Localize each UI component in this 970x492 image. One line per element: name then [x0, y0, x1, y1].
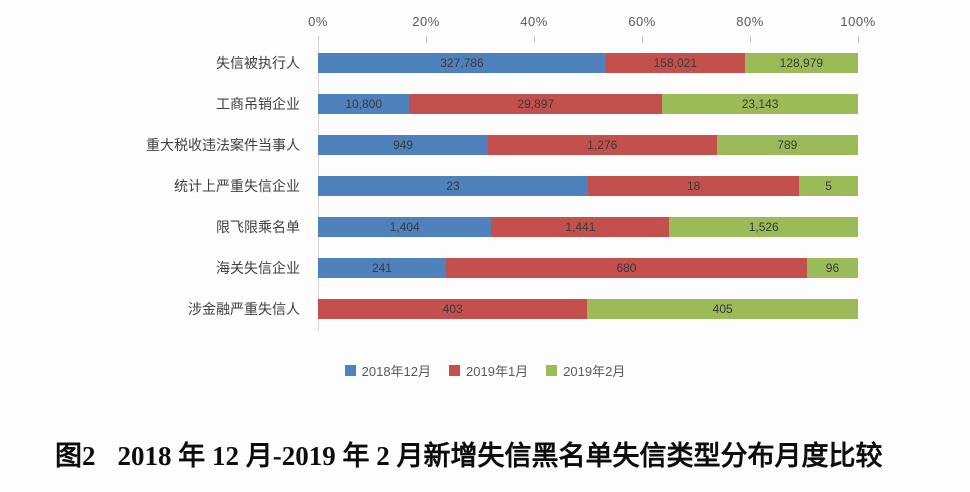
bar-segment: 405 [587, 298, 858, 319]
bar-value-label: 680 [616, 260, 637, 275]
legend-swatch-icon [449, 365, 461, 376]
x-axis-tick-mark [534, 36, 535, 42]
legend-label: 2019年2月 [563, 364, 626, 379]
x-axis: 0% 20% 40% 60% 80% 100% [308, 12, 875, 42]
category-label: 海关失信企业 [216, 259, 300, 276]
bar-segment: 949 [318, 134, 489, 155]
bar-row: 重大税收违法案件当事人 949 1,276 789 [0, 124, 970, 165]
x-axis-tick-label: 100% [840, 14, 876, 29]
bar-track: 403 405 [318, 298, 858, 319]
bar-track: 23 18 5 [318, 175, 858, 196]
bar-segment: 96 [807, 257, 858, 278]
bar-value-label: 1,526 [748, 219, 779, 234]
legend: 2018年12月 2019年1月 2019年2月 [0, 361, 970, 380]
x-axis-tick-mark [426, 36, 427, 42]
x-axis-tick-label: 60% [628, 14, 656, 29]
bar-segment: 1,404 [318, 216, 492, 237]
stacked-bar-chart: 0% 20% 40% 60% 80% 100% 失信被执行人 327,786 158,021 1… [0, 12, 970, 380]
bar-value-label: 949 [392, 137, 414, 152]
bar-track: 10,800 29,897 23,143 [318, 93, 858, 114]
bar-value-label: 405 [712, 301, 733, 316]
bar-value-label: 96 [825, 260, 840, 275]
caption-number: 图2 [55, 441, 96, 471]
x-axis-tick-label: 80% [736, 14, 764, 29]
bar-value-label: 23 [446, 178, 460, 193]
bar-segment: 241 [318, 257, 446, 278]
category-label: 工商吊销企业 [216, 95, 300, 112]
bar-segment: 789 [716, 134, 858, 155]
legend-swatch-icon [344, 365, 356, 376]
bar-segment: 1,441 [491, 216, 670, 237]
bar-value-label: 128,979 [779, 55, 824, 70]
bar-value-label: 158,021 [653, 55, 697, 70]
x-axis-tick-mark [642, 36, 643, 42]
bar-segment: 5 [799, 175, 858, 196]
bar-value-label: 789 [777, 137, 798, 152]
bar-segment: 128,979 [744, 52, 858, 73]
bar-value-label: 327,786 [440, 55, 484, 70]
legend-item: 2019年1月 [449, 361, 528, 380]
bar-value-label: 5 [825, 178, 832, 193]
figure-caption: 图2 2018 年 12 月-2019 年 2 月新增失信黑名单失信类型分布月度比… [55, 434, 883, 473]
caption-text: 2018 年 12 月-2019 年 2 月新增失信黑名单失信类型分布月度比较 [117, 441, 883, 471]
bar-value-label: 1,441 [565, 219, 596, 234]
bar-segment: 680 [445, 257, 807, 278]
category-label: 涉金融严重失信人 [188, 300, 300, 317]
bar-track: 327,786 158,021 128,979 [318, 52, 858, 73]
bar-segment: 1,526 [669, 216, 858, 237]
bar-track: 949 1,276 789 [318, 134, 858, 155]
bar-track: 241 680 96 [318, 257, 858, 278]
bar-value-label: 403 [442, 301, 463, 316]
bar-segment: 327,786 [318, 52, 606, 73]
category-label: 失信被执行人 [216, 54, 300, 71]
bar-row: 涉金融严重失信人 403 405 [0, 288, 970, 329]
x-axis-tick-label: 40% [520, 14, 548, 29]
x-axis-tick-mark [750, 36, 751, 42]
x-axis-tick-label: 20% [412, 14, 440, 29]
bar-segment: 403 [318, 298, 588, 319]
bar-value-label: 10,800 [345, 96, 383, 111]
legend-label: 2018年12月 [361, 364, 432, 379]
bar-segment: 10,800 [318, 93, 410, 114]
bar-row: 限飞限乘名单 1,404 1,441 1,526 [0, 206, 970, 247]
legend-item: 2018年12月 [344, 361, 432, 380]
x-axis-tick-label: 0% [308, 14, 328, 29]
category-label: 重大税收违法案件当事人 [146, 136, 300, 153]
category-label: 统计上严重失信企业 [174, 177, 300, 194]
bar-segment: 23 [318, 175, 588, 196]
bar-segment: 29,897 [409, 93, 663, 114]
bar-row: 工商吊销企业 10,800 29,897 23,143 [0, 83, 970, 124]
bar-segment: 1,276 [488, 134, 717, 155]
bar-value-label: 18 [686, 178, 701, 193]
bar-track: 1,404 1,441 1,526 [318, 216, 858, 237]
bar-value-label: 23,143 [741, 96, 779, 111]
bar-value-label: 1,404 [389, 219, 420, 234]
category-label: 限飞限乘名单 [216, 218, 300, 235]
bar-segment: 158,021 [605, 52, 745, 73]
bar-row: 统计上严重失信企业 23 18 5 [0, 165, 970, 206]
legend-swatch-icon [546, 365, 558, 376]
legend-label: 2019年1月 [466, 364, 529, 379]
bar-value-label: 29,897 [517, 96, 555, 111]
plot-area: 失信被执行人 327,786 158,021 128,979 工商吊销企业 10,800 2… [0, 38, 970, 331]
bar-segment: 23,143 [662, 93, 858, 114]
bar-segment: 18 [588, 175, 800, 196]
x-axis-tick-mark [858, 36, 859, 42]
bar-row: 海关失信企业 241 680 96 [0, 247, 970, 288]
bar-row: 失信被执行人 327,786 158,021 128,979 [0, 42, 970, 83]
bar-value-label: 1,276 [587, 137, 618, 152]
legend-item: 2019年2月 [546, 361, 625, 380]
bar-value-label: 241 [371, 260, 392, 275]
